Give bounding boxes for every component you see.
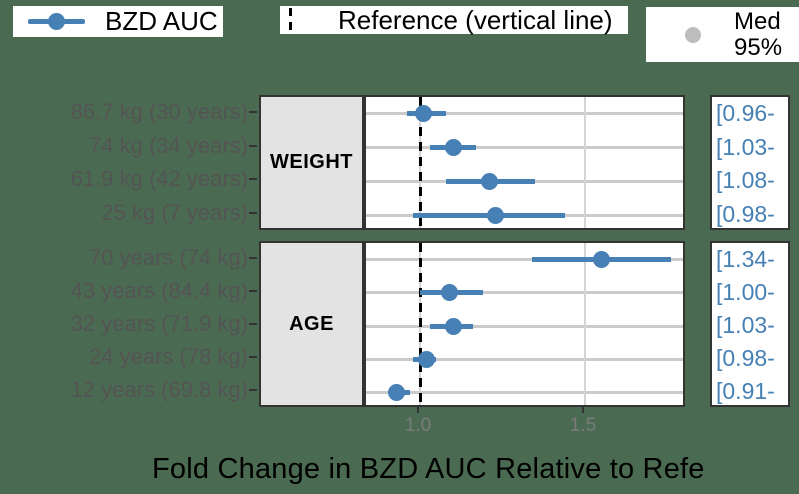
y-axis-tick: [249, 178, 257, 181]
point-estimate-dot: [418, 350, 436, 368]
reference-legend-dashed-line-icon: [289, 8, 292, 32]
y-axis-label: 25 kg (7 years): [101, 200, 248, 226]
h-gridline: [366, 390, 683, 394]
y-axis-label: 86.7 kg (30 years): [70, 98, 248, 124]
legend-reference: Reference (vertical line): [280, 4, 628, 35]
y-axis-tick: [249, 289, 257, 292]
ci-annotation-text: [0.98-: [716, 345, 775, 372]
y-axis-tick: [249, 212, 257, 215]
x-axis-tick-label: 1.0: [404, 415, 432, 436]
point-estimate-dot: [444, 317, 462, 335]
h-gridline: [366, 324, 683, 328]
ci-annotation-text: [0.91-: [716, 378, 775, 405]
facet-strip-age: AGE: [259, 241, 364, 407]
y-axis-label: 24 years (78 kg): [89, 344, 248, 370]
y-axis-label: 61.9 kg (42 years): [70, 166, 248, 192]
point-estimate-dot: [414, 105, 432, 123]
y-axis-label: 12 years (69.8 kg): [70, 377, 248, 403]
y-axis-tick: [249, 110, 257, 113]
legend-median-label: Med 95%: [734, 9, 782, 61]
x-axis-tick-label: 1.5: [569, 415, 597, 436]
point-estimate-dot: [487, 206, 505, 224]
h-gridline: [366, 258, 683, 262]
ci-annotation-text: [1.08-: [716, 167, 775, 194]
legend-median-ci: Med 95%: [646, 7, 799, 62]
plot-panel-weight: [364, 95, 685, 230]
ci-annotation-text: [0.96-: [716, 99, 775, 126]
legend-reference-label: Reference (vertical line): [338, 4, 613, 35]
legend-median-label-line2: 95%: [734, 34, 783, 61]
ci-annotation-text: [1.34-: [716, 245, 775, 272]
plot-panel-age: [364, 241, 685, 407]
point-estimate-dot: [480, 172, 498, 190]
h-gridline: [366, 146, 683, 150]
y-axis-tick: [249, 356, 257, 359]
point-estimate-dot: [388, 383, 406, 401]
v-gridline: [584, 97, 586, 228]
y-axis-tick: [249, 323, 257, 325]
ci-annotation-text: [1.00-: [716, 278, 775, 305]
h-gridline: [366, 112, 683, 116]
reference-line: [418, 243, 422, 405]
x-axis-tick: [582, 407, 584, 413]
ci-annotation-box-age: [1.34- [1.00- [1.03- [0.98- [0.91-: [710, 241, 790, 407]
reference-line: [418, 97, 422, 228]
y-axis-tick: [249, 389, 257, 392]
ci-annotation-text: [1.03-: [716, 312, 775, 338]
h-gridline: [366, 291, 683, 295]
v-gridline: [584, 243, 586, 405]
x-axis-title: Fold Change in BZD AUC Relative to Refe: [152, 453, 705, 485]
legend-bzd-auc-label: BZD AUC: [105, 6, 218, 36]
legend-median-label-line1: Med: [734, 8, 781, 35]
point-estimate-dot: [441, 284, 459, 302]
median-legend-gray-point-icon: [685, 27, 701, 43]
h-gridline: [366, 357, 683, 361]
legend-bzd-auc: BZD AUC: [13, 6, 223, 37]
y-axis-label: 43 years (84.4 kg): [70, 277, 248, 303]
y-axis-tick: [249, 144, 257, 147]
y-axis-tick: [249, 256, 257, 259]
x-axis-tick: [417, 407, 419, 413]
ci-annotation-text: [0.98-: [716, 201, 775, 228]
bzd-auc-legend-point-icon: [48, 13, 65, 30]
y-axis-label: 70 years (74 kg): [89, 244, 248, 270]
point-estimate-dot: [593, 251, 610, 269]
y-axis-label: 74 kg (34 years): [89, 132, 248, 158]
facet-strip-weight: WEIGHT: [259, 95, 364, 230]
point-estimate-dot: [444, 139, 462, 157]
ci-annotation-box-weight: [0.96- [1.03- [1.08- [0.98-: [710, 95, 790, 230]
ci-annotation-text: [1.03-: [716, 133, 775, 160]
y-axis-label: 32 years (71.9 kg): [70, 311, 248, 336]
